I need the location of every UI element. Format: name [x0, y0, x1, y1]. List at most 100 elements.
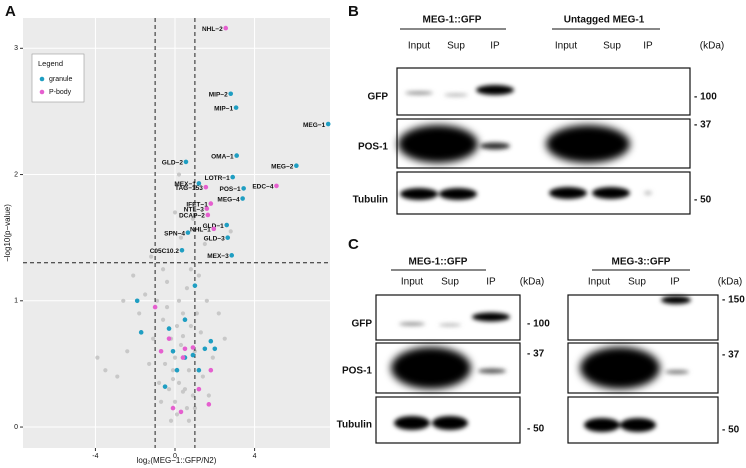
point [158, 399, 164, 404]
point [185, 230, 191, 235]
point [186, 368, 192, 373]
point [210, 355, 215, 360]
point [223, 25, 229, 31]
point-label: SPN−4 [164, 230, 185, 237]
point [170, 376, 176, 382]
point [184, 406, 190, 411]
point [174, 323, 180, 329]
point-label: LOTR−1 [205, 175, 230, 182]
point [228, 229, 233, 234]
point [190, 345, 196, 350]
point [205, 212, 211, 218]
point [230, 174, 236, 180]
point-label: MIP−2 [209, 91, 228, 98]
panel-label: B [348, 3, 359, 20]
lane-label: IP [486, 277, 496, 288]
point [170, 368, 176, 373]
point [103, 368, 108, 373]
point [204, 206, 210, 211]
point [224, 222, 230, 228]
point-label: NTL−3 [184, 206, 204, 213]
point [216, 311, 221, 316]
point [241, 186, 246, 191]
point [208, 338, 214, 344]
point [137, 311, 142, 316]
legend-title: Legend [38, 59, 63, 68]
point-label: DCAP−2 [179, 213, 205, 220]
point [138, 330, 144, 335]
x-axis-label: log₂(MEG−1::GFP/N2) [137, 456, 217, 465]
point [200, 374, 205, 379]
lane-label: Input [555, 41, 577, 52]
group-title: MEG-3::GFP [612, 257, 671, 268]
point [204, 298, 209, 303]
point [192, 283, 198, 288]
point [176, 172, 182, 177]
point [176, 380, 182, 385]
y-axis-label: −log10(p−value) [3, 204, 12, 262]
point [162, 361, 168, 367]
x-tick-label: 0 [173, 453, 177, 460]
blot-strip [567, 294, 719, 341]
point [174, 367, 180, 373]
row-label: GFP [351, 319, 372, 330]
row-label: Tubulin [337, 420, 372, 431]
x-tick-label: 4 [253, 453, 257, 460]
point [170, 348, 176, 354]
point-label: MIP−1 [214, 105, 233, 112]
point [294, 163, 299, 169]
point [162, 384, 168, 389]
point [160, 317, 166, 322]
lane-label: Input [401, 277, 423, 288]
bands [394, 312, 510, 430]
bands [391, 347, 471, 389]
size-marker: - 50 [527, 424, 545, 435]
point [156, 380, 162, 385]
point [95, 355, 100, 360]
point [196, 386, 202, 392]
point [147, 361, 152, 367]
blot-c-left: MEG-1::GFP Input Sup IP (kDa) GFP POS-1 … [337, 257, 550, 444]
volcano-plot: -4 0 40123log₂(MEG−1::GFP/N2)−log10(p−valu… [3, 18, 331, 465]
point [172, 210, 178, 215]
point-label: GLD−2 [162, 160, 184, 167]
point [178, 235, 184, 240]
panel-label: A [5, 3, 16, 20]
point [168, 418, 174, 423]
point-label: MEX−3 [207, 253, 229, 260]
point [151, 336, 156, 341]
point [184, 286, 190, 291]
lane-label: Input [588, 277, 610, 288]
point-label: EDC−4 [252, 184, 274, 191]
point [183, 159, 189, 165]
legend-label: granule [49, 76, 72, 83]
unit-label: (kDa) [718, 277, 742, 288]
point [170, 405, 176, 411]
point [186, 418, 192, 423]
blot-c-right: MEG-3::GFP Input Sup IP (kDa) - 150 - 37… [567, 257, 745, 444]
legend-label: P-body [49, 89, 72, 96]
lane-label: IP [490, 41, 500, 52]
size-marker: - 37 [722, 350, 740, 361]
point [240, 196, 245, 201]
point [228, 91, 234, 97]
lane-label: Sup [603, 41, 621, 52]
size-marker: - 37 [527, 349, 545, 360]
point [190, 352, 196, 358]
point-label: OMA−1 [211, 153, 234, 160]
point-label: MEG−1 [303, 122, 326, 129]
point [182, 346, 188, 352]
point [325, 121, 331, 127]
legend: Legend granule P-body [31, 53, 85, 103]
point [206, 402, 212, 407]
bands [400, 85, 652, 200]
lane-label: IP [643, 41, 653, 52]
point [206, 393, 211, 398]
lane-label: Sup [441, 277, 459, 288]
point [192, 406, 198, 411]
point [160, 267, 166, 272]
group-title: MEG-1::GFP [409, 257, 468, 268]
lane-label: IP [670, 277, 680, 288]
point-label: NHL−2 [202, 26, 223, 33]
point [172, 399, 178, 404]
